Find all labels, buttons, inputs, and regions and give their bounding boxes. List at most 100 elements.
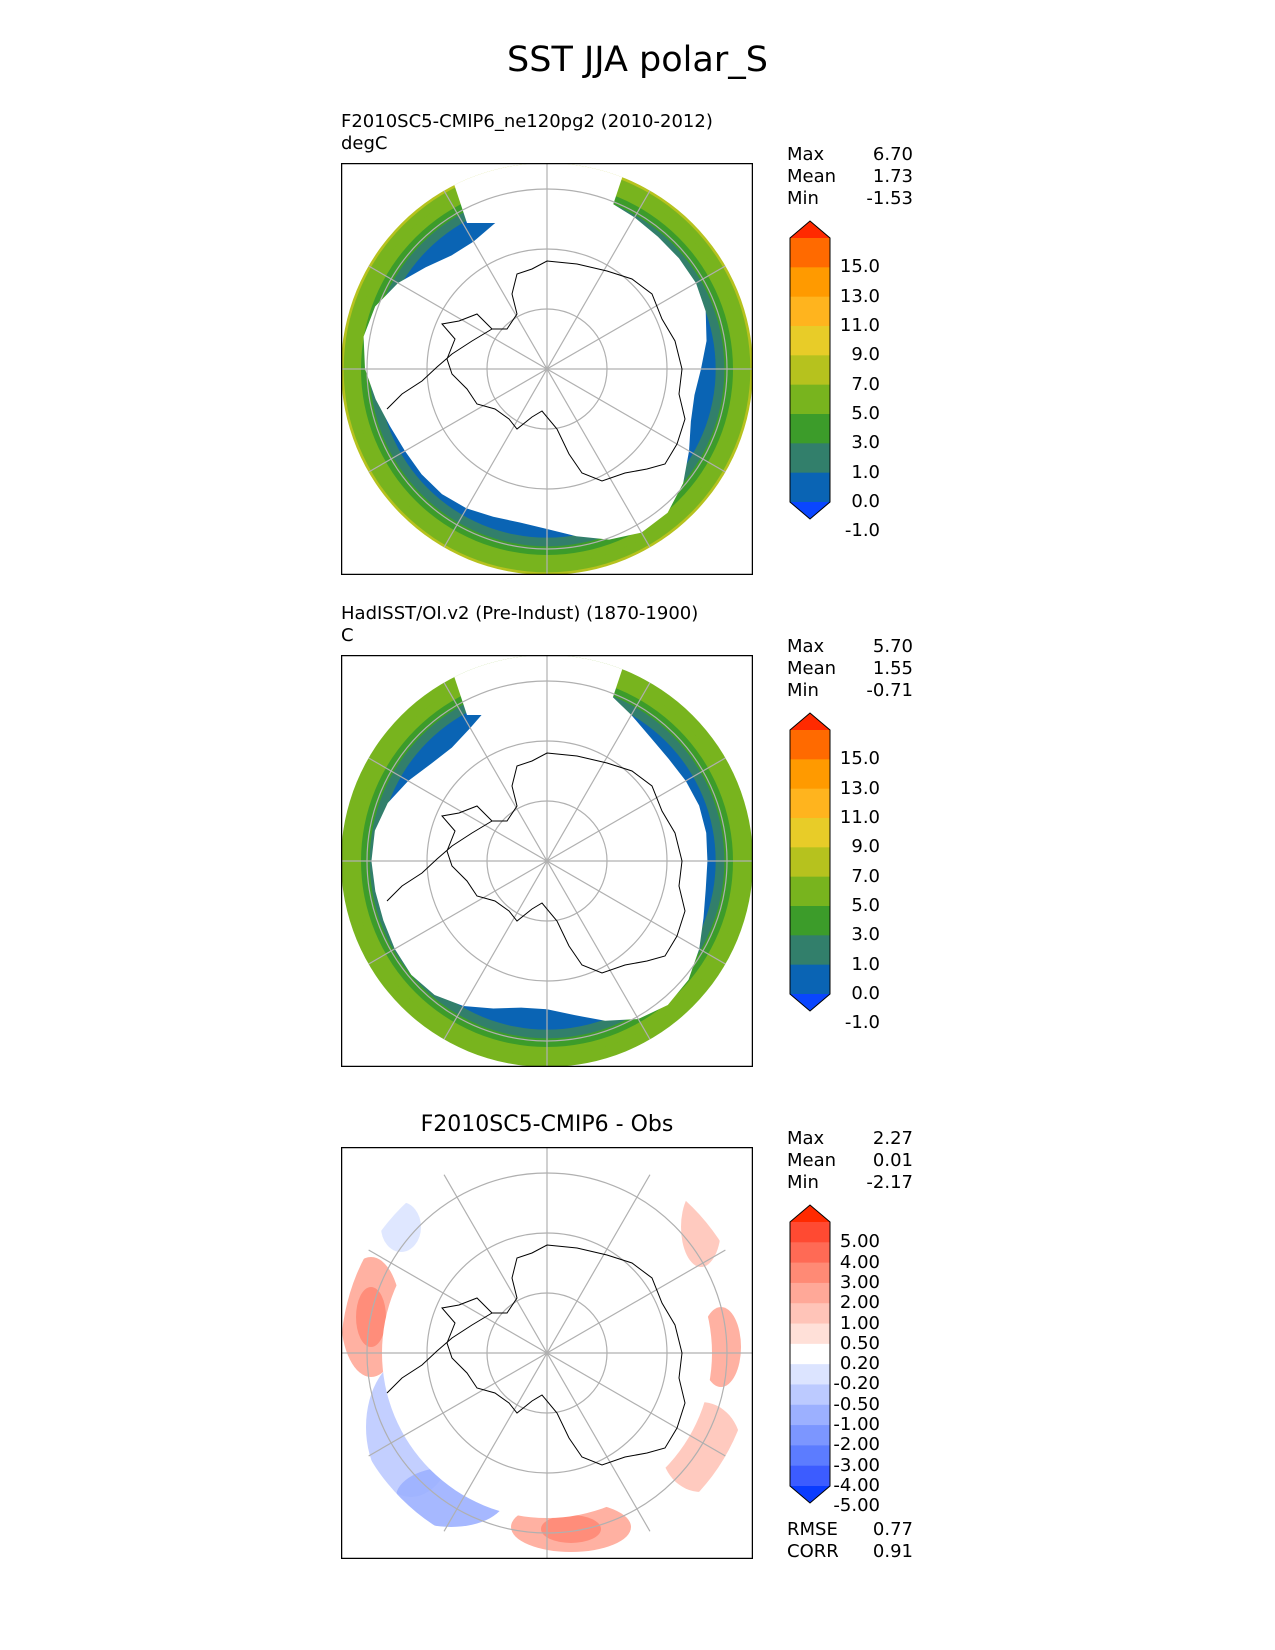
panel2-colorbar-svg	[789, 712, 831, 1012]
colorbar-segment	[790, 788, 830, 819]
colorbar-segment	[790, 818, 830, 848]
colorbar-tick-label: 5.0	[851, 403, 880, 424]
panel3-map	[340, 1146, 754, 1563]
map-frame	[340, 162, 754, 576]
longitude-gridline	[396, 163, 698, 575]
longitude-gridline	[396, 655, 698, 1067]
corr-value: 0.91	[872, 1541, 913, 1562]
colorbar-tick-label: 0.20	[839, 1353, 880, 1375]
colorbar-tick-label: 4.00	[839, 1251, 880, 1273]
panel3-colorbar-ticks: 5.00 4.00 3.00 2.00 1.00 0.50 0.20 -0.20 -0.50 -1…	[820, 1204, 880, 1516]
colorbar-tick-label: -4.00	[833, 1475, 880, 1496]
panel1-stat-value: -1.53	[866, 188, 913, 209]
panel2-stat-label: Max	[787, 636, 825, 657]
panel2-stat-value: 5.70	[872, 636, 913, 657]
colorbar-segment	[790, 876, 830, 907]
antarctic-peninsula-coastline	[386, 1312, 493, 1394]
panel2-title: HadISST/OI.v2 (Pre-Indust) (1870-1900) C	[341, 603, 698, 647]
sea-ice-mask	[363, 191, 707, 540]
colorbar-segment	[790, 847, 830, 878]
corr-label: CORR	[787, 1541, 839, 1562]
colorbar-segment	[790, 935, 830, 966]
colorbar-segment	[790, 1384, 830, 1406]
colorbar-segment	[790, 326, 830, 356]
panel1-colorbar-svg	[789, 220, 831, 520]
panel3-stat-label: Max	[787, 1128, 825, 1149]
colorbar-tick-label: 0.0	[851, 983, 880, 1004]
colorbar-tick-label: -1.0	[844, 1012, 880, 1034]
colorbar-segment	[790, 1364, 830, 1385]
colorbar-tick-label: 7.0	[851, 865, 880, 887]
panel2-title-line2: C	[341, 625, 354, 646]
colorbar-segment	[790, 1343, 830, 1365]
colorbar-segment	[790, 1404, 830, 1426]
rmse-value: 0.77	[872, 1519, 913, 1540]
colorbar-segment	[790, 472, 830, 503]
colorbar-tick-label: 15.0	[839, 748, 880, 770]
panel2-colorbar-ticks: 15.0 13.0 11.0 9.0 7.0 5.0 3.0 1.0 0.0 -1.0	[820, 712, 880, 1033]
colorbar-segment	[790, 414, 830, 444]
panel3-extra-stats: RMSE 0.77 CORR 0.91	[787, 1519, 913, 1563]
colorbar-tick-label: -0.20	[833, 1373, 880, 1395]
colorbar-tick-label: -1.00	[833, 1414, 880, 1436]
colorbar-tick-label: 11.0	[839, 315, 880, 336]
panel2-stats: Max 5.70 Mean 1.55 Min -0.71	[787, 636, 913, 702]
map-frame	[340, 1146, 754, 1560]
colorbar-segment	[790, 238, 830, 268]
colorbar-segment	[790, 267, 830, 298]
colorbar-segment	[790, 1303, 830, 1325]
colorbar-tick-label: 1.0	[851, 461, 880, 483]
colorbar-tick-label: -1.0	[844, 520, 880, 542]
colorbar-tick-label: 3.0	[851, 432, 880, 454]
panel2-colorbar	[785, 712, 835, 1016]
colorbar-bottom-extension	[790, 994, 830, 1011]
panel3-stat-value: 0.01	[872, 1150, 913, 1171]
panel2-stat-value: -0.71	[866, 680, 913, 701]
colorbar-segment	[790, 296, 830, 327]
colorbar-tick-label: -2.00	[833, 1434, 880, 1456]
no-data-region	[447, 655, 627, 715]
colorbar-segment	[790, 355, 830, 386]
colorbar-tick-label: 9.0	[851, 344, 880, 366]
map-frame	[340, 654, 754, 1068]
panel3-stats: Max 2.27 Mean 0.01 Min -2.17	[787, 1128, 913, 1194]
panel3-colorbar-svg	[789, 1204, 831, 1504]
colorbar-tick-label: 0.0	[851, 491, 880, 512]
colorbar-tick-label: 13.0	[839, 777, 880, 799]
colorbar-tick-label: 1.00	[839, 1312, 880, 1334]
colorbar-tick-label: -5.00	[833, 1495, 880, 1517]
colorbar-top-extension	[790, 221, 830, 238]
colorbar-segment	[790, 964, 830, 995]
map-field	[341, 1147, 753, 1559]
colorbar-segment	[790, 384, 830, 415]
antarctic-peninsula-coastline	[386, 328, 493, 410]
map-field	[341, 163, 753, 575]
panel3-stat-label: Min	[787, 1172, 819, 1193]
colorbar-tick-label: 13.0	[839, 285, 880, 307]
panel3-stat-value: 2.27	[872, 1128, 913, 1149]
panel2-map-svg	[340, 654, 754, 1068]
figure-title: SST JJA polar_S	[507, 40, 768, 80]
panel1-stat-value: 6.70	[872, 144, 913, 165]
rmse-label: RMSE	[787, 1519, 838, 1540]
colorbar-tick-label: 0.50	[839, 1332, 880, 1354]
panel1-colorbar-ticks: 15.0 13.0 11.0 9.0 7.0 5.0 3.0 1.0 0.0 -1.0	[820, 220, 880, 541]
colorbar-outline	[789, 220, 831, 520]
anomaly-region	[681, 1187, 721, 1267]
colorbar-tick-label: 5.00	[839, 1231, 880, 1253]
colorbar-outline	[789, 1204, 831, 1504]
panel2-stat-label: Min	[787, 680, 819, 701]
panel1-title-line2: degC	[341, 133, 388, 154]
colorbar-tick-label: 7.0	[851, 373, 880, 395]
colorbar-segment	[790, 1282, 830, 1304]
panel3-colorbar	[785, 1204, 835, 1508]
anomaly-region	[381, 1202, 421, 1252]
panel1-title-line1: F2010SC5-CMIP6_ne120pg2 (2010-2012)	[341, 111, 713, 132]
colorbar-outline	[789, 712, 831, 1012]
antarctic-peninsula-coastline	[386, 820, 493, 902]
colorbar-top-extension	[790, 713, 830, 730]
no-data-region	[447, 163, 627, 223]
panel3-map-svg	[340, 1146, 754, 1560]
anomaly-region	[541, 1515, 601, 1543]
antarctica-coastline	[441, 752, 686, 974]
